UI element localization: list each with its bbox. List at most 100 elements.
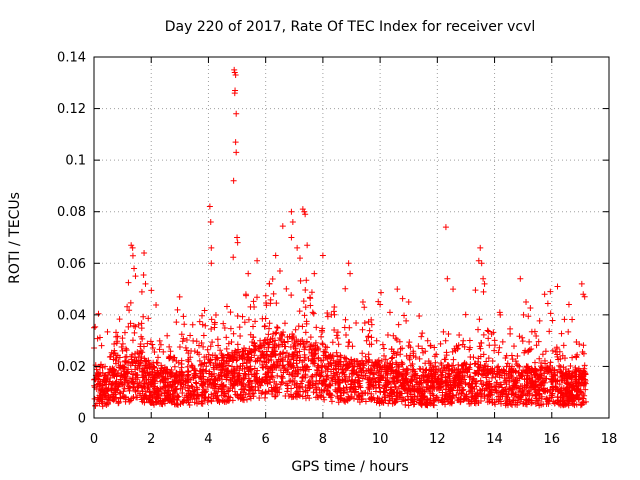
data-point <box>369 382 376 389</box>
x-tick-label: 6 <box>262 432 270 447</box>
data-point <box>366 327 373 334</box>
data-point <box>532 366 539 373</box>
data-point <box>296 357 303 364</box>
data-point <box>127 397 134 404</box>
data-point <box>328 398 335 405</box>
data-point <box>446 371 453 378</box>
data-point <box>381 385 388 392</box>
data-point <box>576 341 583 348</box>
data-point <box>300 298 307 305</box>
data-point <box>418 333 425 340</box>
data-point <box>520 400 527 407</box>
data-point <box>582 380 589 387</box>
data-point <box>210 380 217 387</box>
data-point <box>439 389 446 396</box>
data-point <box>453 391 460 398</box>
data-point <box>266 280 273 287</box>
data-point <box>248 354 255 361</box>
data-point <box>489 358 496 365</box>
data-point <box>416 312 423 319</box>
data-point <box>263 348 270 355</box>
data-point <box>557 355 564 362</box>
data-point <box>360 372 367 379</box>
data-point <box>148 287 155 294</box>
data-point <box>365 351 372 358</box>
data-point <box>569 397 576 404</box>
data-point <box>395 321 402 328</box>
data-point <box>220 360 227 367</box>
data-point <box>467 400 474 407</box>
data-point <box>168 385 175 392</box>
data-point <box>333 349 340 356</box>
data-point <box>520 311 527 318</box>
data-point <box>102 372 109 379</box>
data-point <box>218 392 225 399</box>
data-point <box>427 395 434 402</box>
data-point <box>332 360 339 367</box>
data-point <box>266 339 273 346</box>
data-point <box>262 388 269 395</box>
data-point <box>234 234 241 241</box>
data-point <box>156 346 163 353</box>
data-point <box>325 353 332 360</box>
data-point <box>303 318 310 325</box>
data-point <box>565 328 572 335</box>
data-point <box>542 365 549 372</box>
data-point <box>343 363 350 370</box>
data-point <box>380 345 387 352</box>
y-tick-labels: 0 0.02 0.04 0.06 0.08 0.1 0.12 0.14 <box>57 51 86 427</box>
data-point <box>244 351 251 358</box>
data-point <box>476 386 483 393</box>
data-point <box>570 396 577 403</box>
data-point <box>158 400 165 407</box>
data-point <box>494 379 501 386</box>
data-point <box>276 268 283 275</box>
data-point <box>349 343 356 350</box>
data-point <box>476 367 483 374</box>
data-point <box>94 394 101 401</box>
data-point <box>434 394 441 401</box>
data-point <box>336 386 343 393</box>
data-point <box>200 381 207 388</box>
data-point <box>346 359 353 366</box>
data-point <box>288 385 295 392</box>
data-point <box>516 333 523 340</box>
data-point <box>462 379 469 386</box>
data-point <box>292 390 299 397</box>
data-point <box>303 364 310 371</box>
data-point <box>91 384 98 391</box>
data-point <box>535 338 542 345</box>
data-point <box>151 349 158 356</box>
data-point <box>199 400 206 407</box>
data-point <box>112 385 119 392</box>
data-point <box>289 353 296 360</box>
data-point <box>334 353 341 360</box>
data-point <box>284 382 291 389</box>
data-point <box>121 329 128 336</box>
data-point <box>398 398 405 405</box>
data-point <box>93 400 100 407</box>
data-point <box>155 354 162 361</box>
data-point <box>476 316 483 323</box>
data-point <box>503 352 510 359</box>
data-point <box>273 380 280 387</box>
data-point <box>132 350 139 357</box>
data-point <box>373 399 380 406</box>
data-point <box>392 383 399 390</box>
data-point <box>497 311 504 318</box>
data-point <box>326 390 333 397</box>
data-point <box>319 381 326 388</box>
data-point <box>214 397 221 404</box>
data-point <box>251 365 258 372</box>
data-point <box>391 378 398 385</box>
data-point <box>381 394 388 401</box>
data-point <box>362 353 369 360</box>
data-point <box>560 364 567 371</box>
data-point <box>435 397 442 404</box>
data-point <box>138 369 145 376</box>
data-point <box>541 291 548 298</box>
data-point <box>551 400 558 407</box>
data-point <box>146 388 153 395</box>
data-point <box>195 398 202 405</box>
data-point <box>173 369 180 376</box>
